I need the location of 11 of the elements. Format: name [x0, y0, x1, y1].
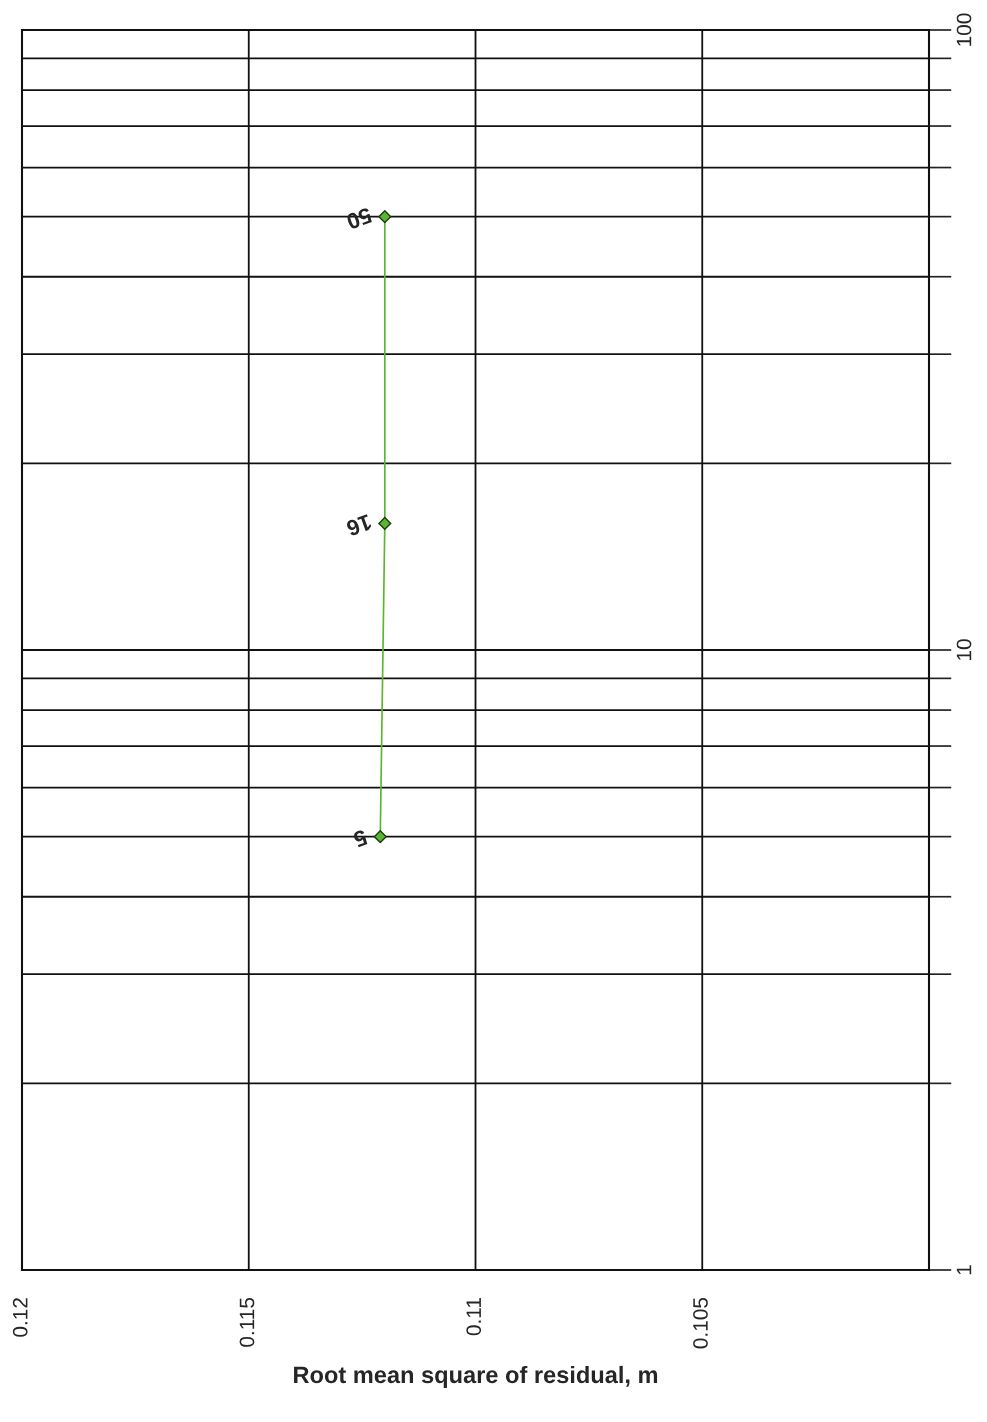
x-axis-title: Root mean square of residual, m — [294, 1365, 658, 1388]
x-tick-label: 0.11 — [466, 1298, 482, 1336]
x-tick-label: 0.105 — [693, 1297, 708, 1349]
annotation: 50 — [345, 207, 373, 230]
annotation: 16 — [345, 514, 373, 537]
y-tick-label: 1 — [956, 1265, 972, 1275]
y-tick-label: 100 — [956, 13, 972, 46]
x-tick-label: 0.12 — [12, 1298, 28, 1337]
y-tick-label: 10 — [956, 639, 972, 660]
annotation: 5 — [352, 829, 369, 848]
x-tick-label: 0.115 — [239, 1297, 255, 1347]
